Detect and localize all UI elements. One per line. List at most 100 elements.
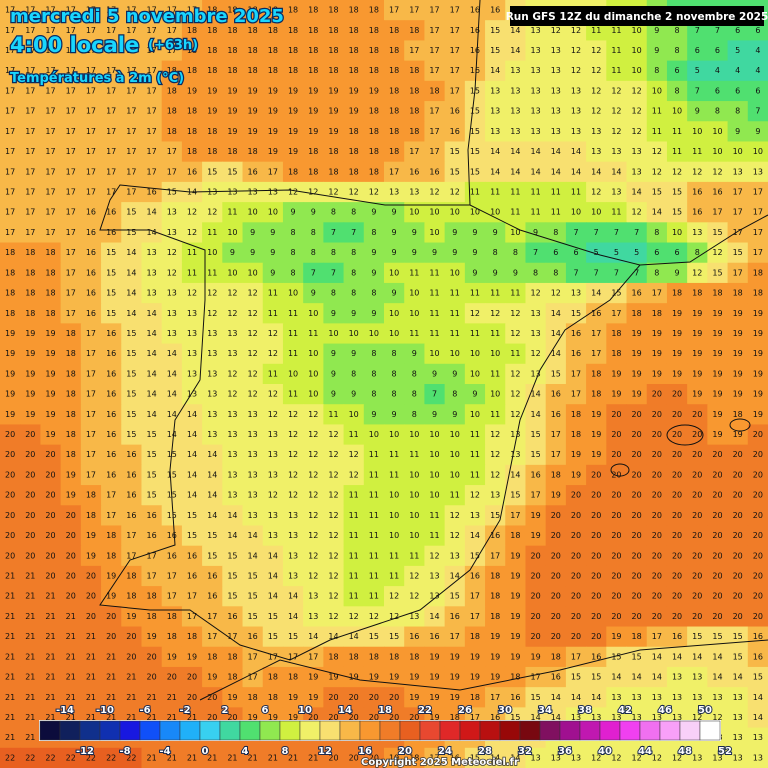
temperature-value: 19	[510, 612, 520, 621]
temperature-cell	[545, 282, 567, 304]
temperature-cell	[747, 40, 768, 62]
temperature-value: 10	[227, 268, 237, 277]
temperature-cell	[222, 20, 244, 41]
temperature-cell	[707, 323, 729, 345]
temperature-value: 17	[450, 6, 460, 15]
temperature-cell	[222, 323, 244, 345]
temperature-value: 14	[692, 652, 702, 661]
temperature-value: 17	[86, 329, 96, 338]
temperature-value: 20	[25, 470, 35, 479]
temperature-cell	[343, 80, 365, 102]
temperature-cell	[666, 40, 688, 62]
temperature-cell	[101, 141, 122, 163]
legend-label: 32	[518, 746, 532, 757]
temperature-value: 18	[66, 369, 76, 378]
temperature-cell	[424, 80, 446, 102]
temperature-value: 20	[733, 470, 743, 479]
temperature-value: 17	[66, 228, 76, 237]
temperature-value: 11	[369, 551, 379, 560]
temperature-cell	[242, 60, 264, 82]
temperature-value: 19	[207, 86, 217, 95]
temperature-value: 19	[450, 673, 460, 682]
temperature-cell	[20, 161, 41, 183]
temperature-cell	[161, 60, 183, 82]
temperature-value: 18	[712, 289, 722, 298]
temperature-cell	[242, 242, 264, 264]
temperature-value: 18	[288, 46, 298, 55]
temperature-cell	[323, 40, 345, 62]
temperature-value: 9	[351, 349, 356, 358]
temperature-value: 9	[695, 107, 700, 116]
legend-swatch	[459, 720, 481, 741]
temperature-value: 10	[470, 369, 480, 378]
temperature-value: 6	[675, 248, 680, 257]
temperature-value: 20	[632, 551, 642, 560]
temperature-value: 15	[207, 551, 217, 560]
temperature-cell	[101, 323, 122, 345]
temperature-value: 14	[207, 511, 217, 520]
temperature-value: 8	[371, 390, 376, 399]
temperature-cell	[464, 20, 486, 41]
temperature-cell	[747, 262, 768, 284]
temperature-value: 15	[470, 127, 480, 136]
temperature-cell	[505, 323, 526, 345]
temperature-value: 13	[490, 491, 500, 500]
temperature-value: 11	[409, 551, 419, 560]
temperature-value: 10	[429, 349, 439, 358]
legend-label: 8	[282, 746, 289, 757]
temperature-value: 12	[227, 309, 237, 318]
temperature-value: 20	[551, 551, 561, 560]
temperature-cell	[464, 161, 486, 183]
temperature-value: 18	[510, 531, 520, 540]
temperature-value: 21	[5, 693, 15, 702]
temperature-value: 15	[227, 572, 237, 581]
temperature-value: 14	[167, 430, 177, 439]
temperature-value: 4	[735, 66, 740, 75]
temperature-value: 20	[551, 612, 561, 621]
temperature-value: 9	[432, 410, 437, 419]
legend-swatch	[419, 720, 441, 741]
temperature-value: 19	[248, 127, 258, 136]
temperature-value: 14	[146, 309, 156, 318]
temperature-value: 20	[146, 652, 156, 661]
temperature-value: 17	[248, 652, 258, 661]
temperature-value: 10	[712, 147, 722, 156]
temperature-value: 13	[207, 369, 217, 378]
temperature-cell	[242, 80, 264, 102]
temperature-cell	[404, 141, 425, 163]
legend-swatch	[259, 720, 281, 741]
temperature-value: 16	[126, 450, 136, 459]
legend-label: 4	[242, 746, 249, 757]
temperature-cell	[80, 161, 102, 183]
temperature-value: 19	[308, 673, 318, 682]
temperature-value: 7	[695, 86, 700, 95]
temperature-value: 10	[389, 430, 399, 439]
temperature-cell	[222, 222, 244, 244]
temperature-cell	[687, 303, 708, 324]
temperature-value: 9	[472, 248, 477, 257]
temperature-cell	[323, 80, 345, 102]
temperature-cell	[303, 242, 324, 264]
legend-label: -8	[119, 746, 130, 757]
temperature-cell	[141, 343, 163, 365]
temperature-value: 18	[308, 167, 318, 176]
temperature-value: 10	[409, 430, 419, 439]
temperature-value: 13	[510, 107, 520, 116]
temperature-cell	[747, 60, 768, 82]
temperature-value: 12	[470, 309, 480, 318]
temperature-cell	[384, 101, 405, 122]
temperature-cell	[0, 0, 21, 21]
temperature-cell	[161, 343, 183, 365]
temperature-value: 15	[591, 673, 601, 682]
temperature-cell	[707, 60, 729, 82]
temperature-cell	[202, 0, 223, 21]
temperature-value: 17	[106, 86, 116, 95]
temperature-value: 16	[672, 632, 682, 641]
temperature-value: 21	[45, 673, 55, 682]
temperature-value: 21	[66, 673, 76, 682]
temperature-value: 8	[311, 228, 316, 237]
temperature-value: 8	[675, 86, 680, 95]
temperature-value: 19	[227, 86, 237, 95]
temperature-value: 14	[227, 511, 237, 520]
temperature-value: 18	[369, 26, 379, 35]
